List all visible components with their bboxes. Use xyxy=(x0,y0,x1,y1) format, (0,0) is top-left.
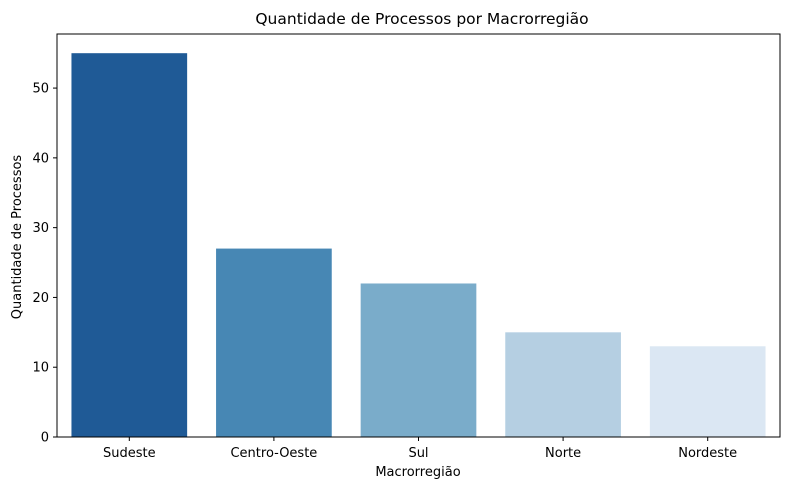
bar-nordeste xyxy=(649,346,766,437)
y-tick-label: 0 xyxy=(41,431,49,446)
plot-frame xyxy=(56,33,781,438)
bar-centro-oeste xyxy=(216,248,332,437)
bar-sul xyxy=(360,283,477,437)
y-axis-label: Quantidade de Processos xyxy=(10,155,25,320)
x-tick-label: Norte xyxy=(545,446,581,461)
bar-sudeste xyxy=(71,53,188,437)
chart-title: Quantidade de Processos por Macrorregião xyxy=(255,10,588,28)
y-tick-label: 30 xyxy=(32,221,49,236)
y-tick-label: 10 xyxy=(32,361,49,376)
x-axis-label: Macrorregião xyxy=(375,465,460,480)
y-tick-label: 50 xyxy=(32,82,49,97)
y-tick-label: 20 xyxy=(32,291,49,306)
x-tick-label: Centro-Oeste xyxy=(230,446,317,461)
x-tick-label: Nordeste xyxy=(678,446,737,461)
plot-area: Sudeste Centro-Oeste Sul Norte Nordeste 0 10 20… xyxy=(32,33,781,461)
x-tick-label: Sul xyxy=(408,446,428,461)
x-tick-label: Sudeste xyxy=(103,446,156,461)
y-tick-label: 40 xyxy=(32,151,49,166)
bar-norte xyxy=(505,332,621,437)
